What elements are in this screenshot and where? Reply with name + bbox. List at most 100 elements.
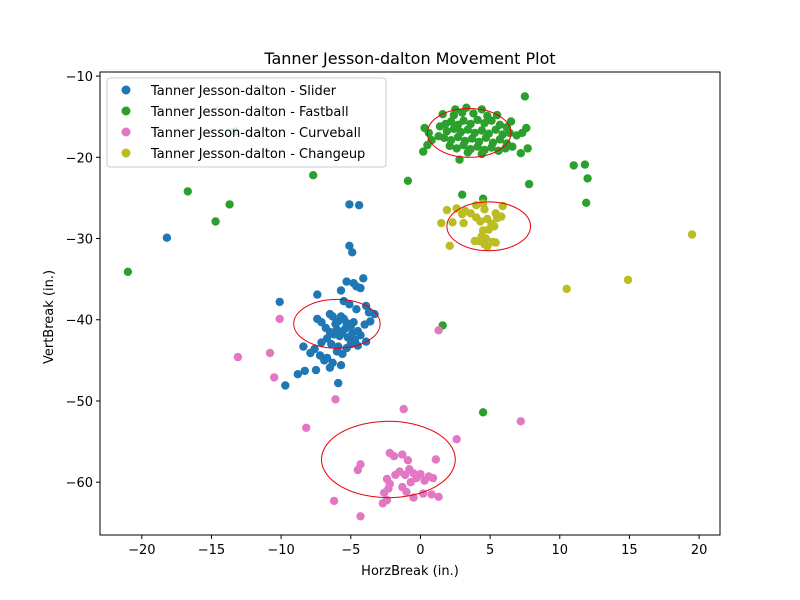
legend-marker [121, 106, 131, 116]
data-point [483, 242, 492, 251]
data-point [520, 92, 530, 101]
data-point [342, 277, 351, 286]
data-point [478, 408, 488, 417]
data-point [359, 274, 368, 283]
legend: Tanner Jesson-dalton - Slider Tanner Jess… [106, 77, 387, 168]
legend-marker [121, 148, 131, 158]
ellipse-curveball [321, 420, 456, 499]
data-point [399, 404, 408, 414]
data-point [452, 204, 461, 213]
y-tick-label: −20 [66, 151, 93, 166]
data-point [328, 312, 337, 321]
data-point [320, 356, 329, 365]
data-point [455, 155, 464, 164]
data-point [313, 290, 322, 299]
data-point [345, 200, 354, 209]
data-point [325, 363, 335, 372]
data-point [336, 286, 346, 295]
data-point [687, 230, 697, 239]
data-point [311, 365, 321, 375]
data-point [419, 147, 428, 156]
data-point [356, 331, 365, 340]
data-point [345, 300, 354, 309]
x-tick-label: 0 [416, 543, 424, 558]
legend-marker [121, 85, 131, 95]
data-point [437, 218, 446, 228]
data-point [497, 212, 506, 221]
data-point [356, 460, 365, 469]
legend-label: Tanner Jesson-dalton - Slider [150, 84, 337, 99]
data-point [580, 160, 590, 169]
y-tick-label: −60 [66, 476, 93, 491]
data-point [518, 128, 527, 138]
legend-label: Tanner Jesson-dalton - Fastball [150, 105, 349, 120]
data-point [491, 238, 500, 247]
data-point [370, 309, 379, 319]
y-axis-ticks: −60 −50 −40 −30 −20 −10 [66, 70, 100, 491]
data-point [452, 144, 461, 153]
legend-label: Tanner Jesson-dalton - Curveball [150, 126, 361, 141]
data-point [452, 435, 461, 444]
data-point [495, 135, 505, 144]
data-point [449, 110, 459, 120]
data-point [516, 149, 525, 158]
data-point [424, 128, 433, 138]
data-point [480, 119, 489, 128]
data-point [162, 233, 172, 242]
data-point [442, 205, 452, 215]
data-point [302, 423, 311, 432]
data-point [476, 217, 485, 226]
chart-title: Tanner Jesson-dalton Movement Plot [263, 49, 555, 68]
data-point [453, 132, 463, 142]
data-point [317, 338, 326, 347]
data-point [406, 478, 415, 487]
data-point [306, 348, 315, 358]
data-point [491, 125, 500, 134]
data-point [270, 373, 279, 382]
data-point [524, 179, 534, 189]
x-axis-ticks: −20 −15 −10 −5 0 5 10 15 20 [128, 535, 707, 558]
data-point [356, 512, 365, 521]
y-axis-label: VertBreak (in.) [42, 270, 57, 364]
data-point [380, 488, 389, 497]
data-point [389, 452, 399, 461]
data-point [523, 144, 532, 153]
data-point [391, 470, 400, 480]
data-point [309, 171, 318, 180]
data-point [428, 473, 438, 483]
data-point [403, 456, 413, 465]
data-point [623, 275, 633, 285]
data-point [427, 136, 436, 145]
data-point [356, 283, 365, 293]
data-point [459, 116, 468, 125]
data-point [427, 490, 436, 499]
x-tick-label: 5 [486, 543, 494, 558]
data-point [459, 218, 468, 228]
data-point [463, 148, 472, 157]
data-point [275, 314, 284, 324]
data-point [123, 267, 133, 276]
data-point [439, 133, 449, 142]
x-tick-label: −5 [341, 543, 360, 558]
ellipse-changeup [446, 201, 532, 252]
data-point [501, 144, 510, 153]
data-point [473, 115, 482, 125]
data-point [345, 241, 354, 250]
data-point [299, 342, 308, 351]
y-tick-label: −30 [66, 233, 93, 248]
data-point [334, 378, 343, 388]
data-point [354, 201, 364, 210]
data-point [366, 317, 375, 326]
data-point [442, 127, 452, 136]
ellipse-fastball [426, 107, 512, 158]
data-point [331, 395, 340, 404]
data-point [434, 326, 443, 335]
data-point [329, 496, 339, 506]
data-point [445, 141, 454, 151]
data-point [569, 161, 578, 170]
data-point [481, 133, 491, 142]
data-point [487, 143, 496, 152]
plot-frame [99, 71, 721, 536]
data-point [445, 241, 454, 250]
data-point [378, 499, 387, 508]
